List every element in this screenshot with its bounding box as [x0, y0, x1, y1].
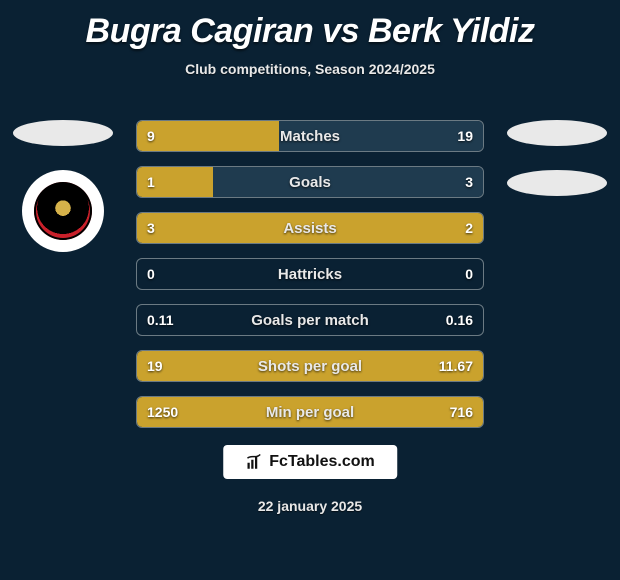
metric-value-right: 0.16 — [446, 305, 473, 335]
metric-value-right: 0 — [465, 259, 473, 289]
metric-bar: Hattricks0 0 — [136, 258, 484, 290]
metric-label: Hattricks — [137, 259, 483, 289]
right-club-placeholder — [507, 170, 607, 196]
bar-fill-left — [137, 351, 483, 381]
metric-bar: Goals13 — [136, 166, 484, 198]
page-title: Bugra Cagiran vs Berk Yildiz — [0, 0, 620, 51]
subtitle: Club competitions, Season 2024/2025 — [0, 61, 620, 77]
date-label: 22 january 2025 — [0, 498, 620, 514]
bar-fill-left — [137, 121, 279, 151]
left-club-badge — [22, 170, 104, 252]
metric-bar: Matches919 — [136, 120, 484, 152]
right-player-column — [502, 120, 612, 196]
bar-fill-left — [137, 397, 483, 427]
metric-bar: Assists32 — [136, 212, 484, 244]
comparison-bars: Matches919 Goals13 Assists32 Hattricks0 0 Goa… — [136, 120, 484, 428]
right-player-placeholder — [507, 120, 607, 146]
left-player-column — [8, 120, 118, 252]
metric-bar: Min per goal1250716 — [136, 396, 484, 428]
metric-bar: Shots per goal1911.67 — [136, 350, 484, 382]
metric-label: Goals per match — [137, 305, 483, 335]
bar-fill-left — [137, 167, 213, 197]
metric-value-left: 0 — [147, 259, 155, 289]
metric-bar: Goals per match0.11 0.16 — [136, 304, 484, 336]
left-player-placeholder — [13, 120, 113, 146]
metric-value-left: 0.11 — [147, 305, 173, 335]
chart-icon — [245, 453, 263, 471]
club-badge-icon — [34, 182, 92, 240]
brand-footer: FcTables.com — [223, 445, 397, 479]
brand-label: FcTables.com — [269, 453, 375, 471]
bar-fill-left — [137, 213, 483, 243]
bar-fill-right — [279, 121, 483, 151]
bar-fill-right — [213, 167, 483, 197]
